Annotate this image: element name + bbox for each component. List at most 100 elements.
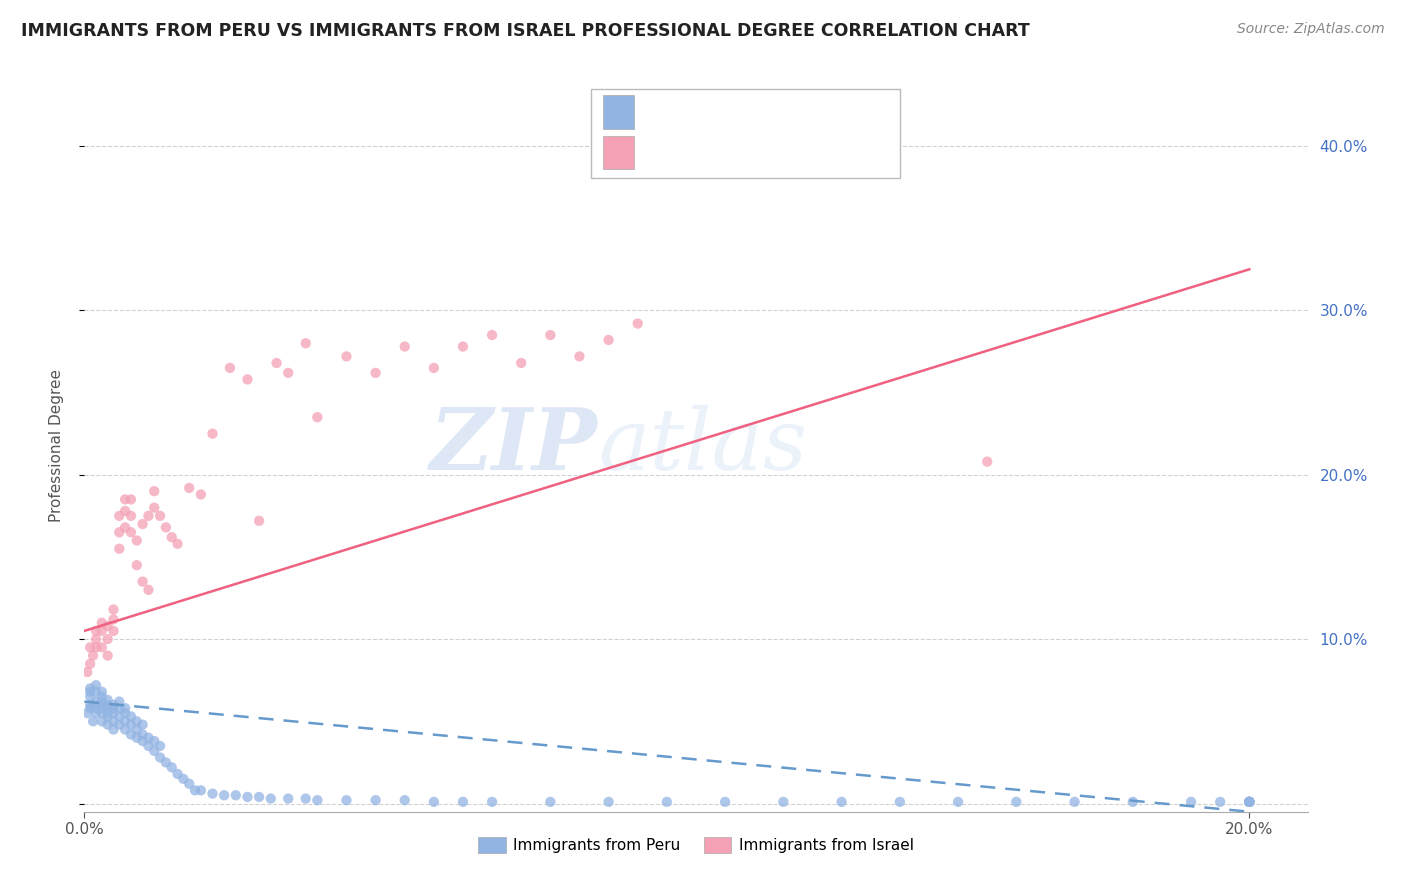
Point bbox=[114, 706, 136, 720]
Text: R =: R = bbox=[647, 103, 686, 121]
Point bbox=[976, 455, 998, 469]
Point bbox=[84, 624, 107, 638]
Point bbox=[155, 756, 177, 770]
Point bbox=[103, 701, 125, 715]
Point bbox=[277, 366, 299, 380]
Point bbox=[160, 760, 183, 774]
Point bbox=[1122, 795, 1144, 809]
Point bbox=[538, 328, 561, 343]
Text: 96: 96 bbox=[825, 103, 849, 121]
Point bbox=[120, 492, 142, 507]
Point bbox=[79, 640, 101, 655]
Point bbox=[481, 328, 503, 343]
Point bbox=[138, 739, 160, 753]
Point bbox=[103, 612, 125, 626]
Point bbox=[277, 791, 299, 805]
Point bbox=[451, 795, 474, 809]
Point bbox=[84, 632, 107, 647]
Point bbox=[97, 706, 120, 720]
Point bbox=[125, 533, 148, 548]
Point bbox=[423, 795, 446, 809]
Point bbox=[138, 582, 160, 597]
Point bbox=[79, 698, 101, 712]
Point bbox=[131, 734, 153, 748]
Point bbox=[655, 795, 678, 809]
Point bbox=[772, 795, 794, 809]
Text: R =: R = bbox=[647, 144, 696, 162]
Point bbox=[184, 783, 207, 797]
Text: 0.380: 0.380 bbox=[689, 144, 742, 162]
Point bbox=[219, 360, 242, 375]
Point bbox=[260, 791, 283, 805]
Point bbox=[131, 574, 153, 589]
Point bbox=[149, 750, 172, 764]
Point bbox=[97, 632, 120, 647]
Point bbox=[103, 714, 125, 729]
Point bbox=[114, 723, 136, 737]
Point bbox=[364, 366, 387, 380]
Point bbox=[1239, 795, 1261, 809]
Point bbox=[90, 706, 112, 720]
Point bbox=[108, 508, 131, 523]
Text: 59: 59 bbox=[825, 144, 849, 162]
Point bbox=[166, 537, 188, 551]
Point bbox=[108, 541, 131, 556]
Point bbox=[90, 701, 112, 715]
Point bbox=[114, 504, 136, 518]
Point bbox=[76, 665, 98, 679]
Point bbox=[108, 525, 131, 540]
Point bbox=[108, 695, 131, 709]
Point bbox=[190, 487, 212, 501]
Text: N =: N = bbox=[782, 103, 823, 121]
Point bbox=[172, 772, 194, 786]
Point bbox=[84, 706, 107, 720]
Point bbox=[108, 701, 131, 715]
Point bbox=[114, 520, 136, 534]
Point bbox=[946, 795, 969, 809]
Point bbox=[125, 714, 148, 729]
Point bbox=[108, 717, 131, 731]
Point bbox=[225, 789, 247, 803]
Point bbox=[481, 795, 503, 809]
Point bbox=[247, 514, 270, 528]
Point bbox=[97, 693, 120, 707]
Point bbox=[212, 789, 235, 803]
Point bbox=[97, 619, 120, 633]
Point bbox=[84, 684, 107, 698]
Point bbox=[266, 356, 288, 370]
Point bbox=[394, 340, 416, 354]
Point bbox=[103, 706, 125, 720]
Point bbox=[149, 739, 172, 753]
Point bbox=[1239, 795, 1261, 809]
Point bbox=[247, 789, 270, 804]
Point bbox=[120, 717, 142, 731]
Point bbox=[1239, 795, 1261, 809]
Point bbox=[179, 777, 201, 791]
Point bbox=[1239, 795, 1261, 809]
Point bbox=[143, 500, 166, 515]
Point bbox=[79, 657, 101, 671]
Bar bbox=[603, 136, 634, 169]
Point bbox=[1180, 795, 1202, 809]
Point bbox=[236, 372, 259, 386]
Point bbox=[364, 793, 387, 807]
Point bbox=[131, 717, 153, 731]
Point bbox=[131, 517, 153, 532]
Point bbox=[125, 731, 148, 745]
Point bbox=[82, 648, 104, 663]
Legend: Immigrants from Peru, Immigrants from Israel: Immigrants from Peru, Immigrants from Is… bbox=[472, 830, 920, 859]
Point bbox=[201, 787, 224, 801]
Text: atlas: atlas bbox=[598, 405, 807, 487]
Point bbox=[138, 731, 160, 745]
Point bbox=[84, 640, 107, 655]
Point bbox=[82, 714, 104, 729]
Point bbox=[90, 698, 112, 712]
Point bbox=[97, 698, 120, 712]
Point bbox=[143, 734, 166, 748]
Point bbox=[79, 690, 101, 704]
Point bbox=[307, 793, 329, 807]
Point bbox=[120, 508, 142, 523]
Point bbox=[510, 356, 533, 370]
Point bbox=[97, 701, 120, 715]
Text: -0.375: -0.375 bbox=[689, 103, 749, 121]
